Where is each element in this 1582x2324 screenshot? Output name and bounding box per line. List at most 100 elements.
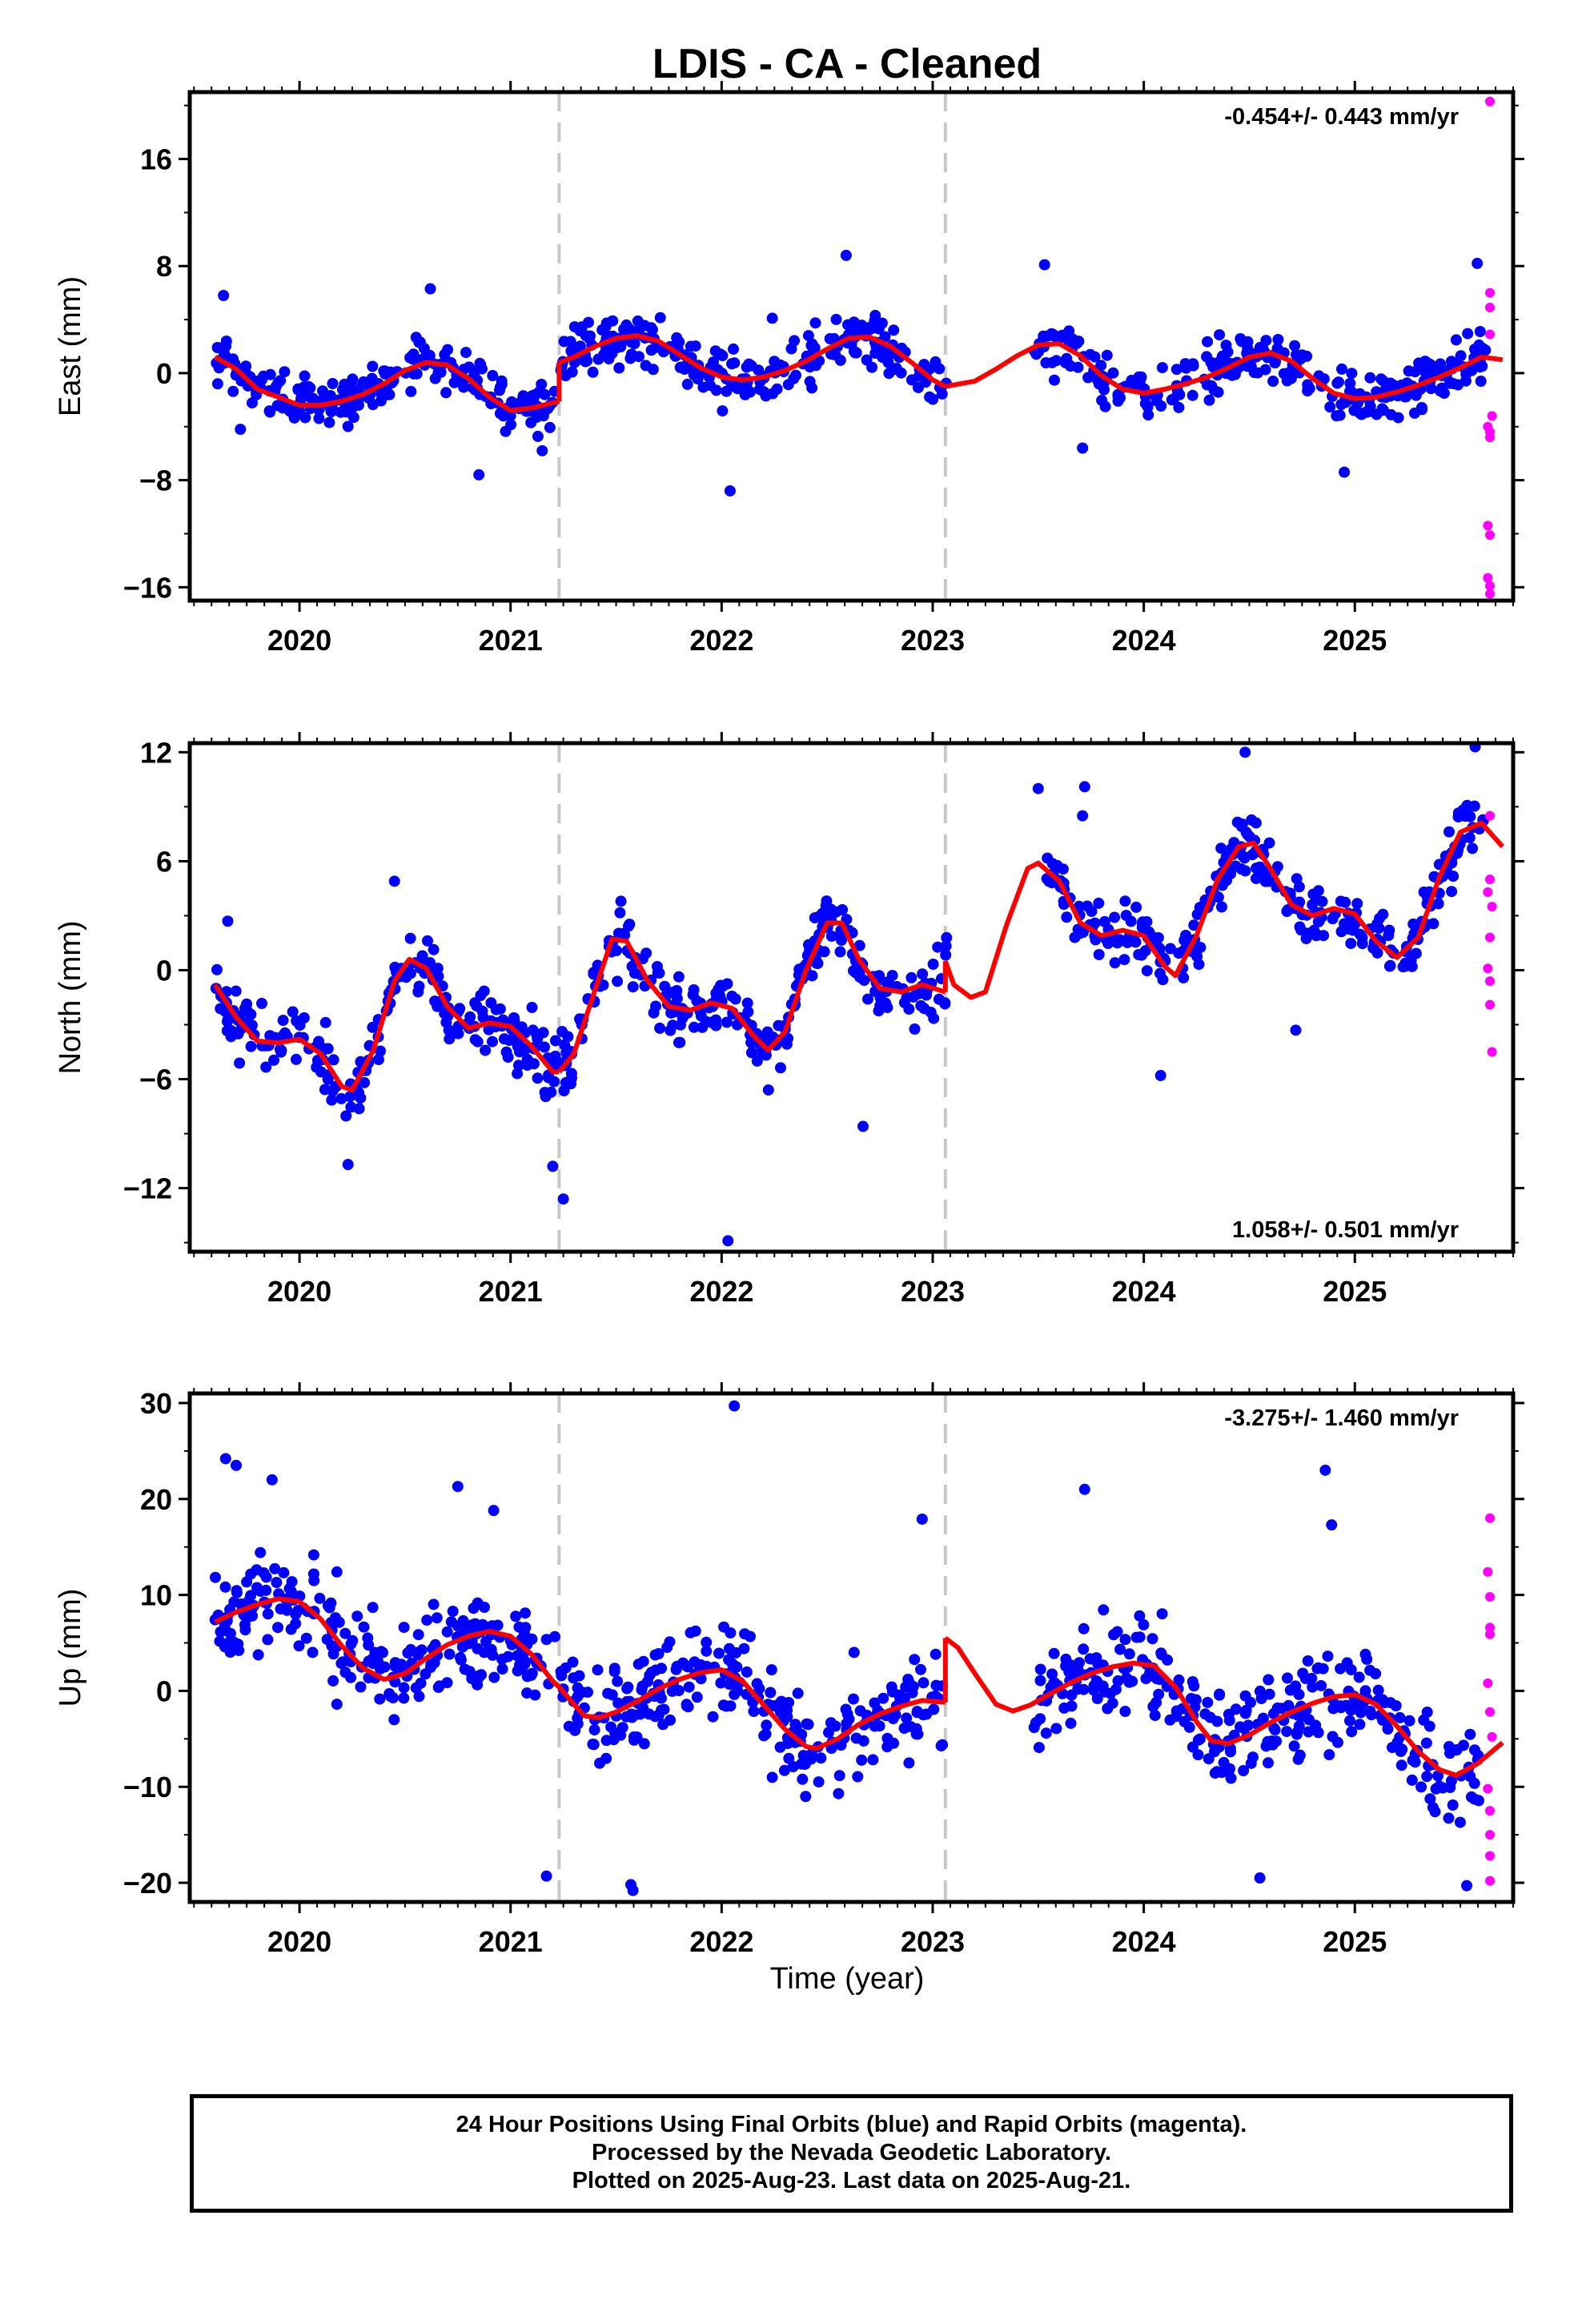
east-rapid-point: [1485, 581, 1495, 591]
east-final-point: [487, 370, 499, 381]
up-final-point: [829, 1720, 841, 1732]
north-x-tick-label: 2020: [267, 1275, 331, 1308]
east-rapid-point: [1483, 573, 1493, 583]
up-final-point: [1372, 1684, 1384, 1696]
east-final-point: [254, 375, 266, 387]
east-final-point: [1334, 409, 1346, 421]
east-model-curve-3: [945, 341, 1504, 401]
up-final-point: [869, 1720, 881, 1732]
up-final-point: [272, 1622, 283, 1634]
north-final-point: [490, 1003, 502, 1015]
north-final-point: [1263, 837, 1275, 849]
up-final-point: [331, 1566, 343, 1578]
east-final-point: [496, 408, 508, 420]
north-final-point: [713, 983, 725, 995]
up-final-point: [1394, 1711, 1406, 1723]
east-final-point: [639, 320, 650, 332]
north-final-point: [612, 975, 624, 987]
east-final-point: [339, 378, 351, 390]
north-final-point: [512, 1059, 524, 1072]
up-final-point: [488, 1505, 500, 1517]
up-final-point: [496, 1663, 508, 1675]
up-final-point: [1310, 1719, 1322, 1731]
up-final-point: [314, 1592, 326, 1604]
east-final-point: [580, 330, 592, 342]
east-final-point: [458, 381, 470, 393]
east-final-point: [1474, 361, 1486, 373]
up-final-point: [1149, 1710, 1161, 1722]
up-final-point: [612, 1675, 624, 1687]
north-final-point: [627, 981, 639, 993]
up-final-point: [638, 1738, 650, 1750]
north-final-point: [921, 989, 933, 1001]
up-final-point: [1224, 1763, 1235, 1775]
east-rapid-point: [1483, 521, 1493, 531]
up-final-point: [231, 1459, 242, 1471]
up-final-point: [1140, 1673, 1152, 1685]
north-final-point: [1239, 852, 1251, 864]
up-final-point: [255, 1546, 267, 1558]
north-final-point: [1311, 929, 1323, 941]
north-final-point: [617, 927, 629, 939]
east-final-point: [410, 332, 422, 344]
up-final-point: [857, 1735, 869, 1747]
east-final-point: [1128, 378, 1140, 390]
north-final-point: [256, 998, 267, 1009]
up-final-point: [1146, 1633, 1158, 1645]
up-final-point: [1326, 1519, 1338, 1531]
east-final-point: [890, 362, 902, 374]
east-final-point: [866, 361, 878, 373]
up-final-point: [262, 1634, 274, 1646]
north-final-point: [1316, 895, 1328, 907]
up-final-point: [1263, 1674, 1275, 1686]
north-final-point: [548, 1076, 560, 1088]
east-final-point: [1050, 355, 1062, 367]
up-final-point: [1239, 1707, 1251, 1719]
up-rapid-point: [1485, 1830, 1495, 1840]
up-final-point: [444, 1648, 456, 1660]
east-y-tick-label: 8: [156, 250, 172, 283]
up-final-point: [1415, 1781, 1427, 1793]
east-final-point: [307, 392, 319, 404]
north-rapid-point: [1485, 932, 1495, 943]
up-final-point: [1354, 1719, 1366, 1731]
east-panel: 16 8 0 −8 −16 2020 2021 2022 2023 2024 2025 East (m…: [54, 81, 1524, 657]
north-final-point: [322, 1073, 334, 1085]
east-final-point: [1201, 379, 1213, 391]
up-final-point: [903, 1757, 915, 1769]
east-final-point: [1364, 400, 1376, 412]
east-x-tick-label: 2025: [1323, 624, 1387, 657]
north-final-point: [412, 986, 424, 998]
up-final-point: [241, 1576, 253, 1588]
east-final-point: [568, 321, 580, 333]
up-final-points: [209, 1400, 1484, 1896]
north-final-point: [903, 1003, 915, 1015]
east-final-point: [1387, 379, 1399, 391]
north-final-point: [373, 1054, 384, 1066]
east-final-point: [825, 348, 837, 360]
east-final-point: [1435, 358, 1446, 370]
east-rapid-point: [1485, 96, 1495, 107]
east-final-point: [1082, 372, 1094, 384]
east-final-point: [517, 390, 529, 402]
footer-line-1: 24 Hour Positions Using Final Orbits (bl…: [456, 2112, 1247, 2137]
north-final-point: [722, 1235, 734, 1247]
up-y-tick-label: 0: [156, 1675, 172, 1707]
north-final-point: [1093, 949, 1105, 960]
up-y-tick-label: 10: [140, 1579, 172, 1612]
north-model-curve-2: [557, 920, 946, 1074]
up-final-point: [1465, 1791, 1477, 1803]
up-final-point: [1230, 1703, 1242, 1715]
north-final-point: [1356, 931, 1368, 943]
up-final-point: [1209, 1746, 1220, 1758]
up-final-point: [899, 1692, 911, 1704]
east-final-point: [531, 412, 543, 424]
east-x-tick-label: 2021: [479, 624, 543, 657]
east-final-point: [1415, 402, 1427, 413]
up-final-point: [1066, 1689, 1078, 1701]
footer-caption-box: 24 Hour Positions Using Final Orbits (bl…: [190, 2094, 1513, 2213]
north-final-point: [1093, 897, 1105, 909]
east-final-point: [725, 380, 737, 392]
north-y-axis-label: North (mm): [54, 920, 87, 1074]
up-final-point: [239, 1624, 251, 1636]
